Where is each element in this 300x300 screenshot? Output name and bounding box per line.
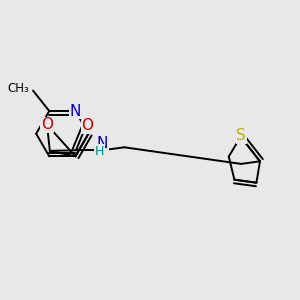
Text: N: N (96, 136, 108, 151)
Text: H: H (95, 145, 104, 158)
Text: O: O (81, 118, 93, 133)
Text: N: N (70, 103, 81, 118)
Text: CH₃: CH₃ (8, 82, 29, 95)
Text: O: O (41, 117, 53, 132)
Text: S: S (236, 128, 246, 143)
